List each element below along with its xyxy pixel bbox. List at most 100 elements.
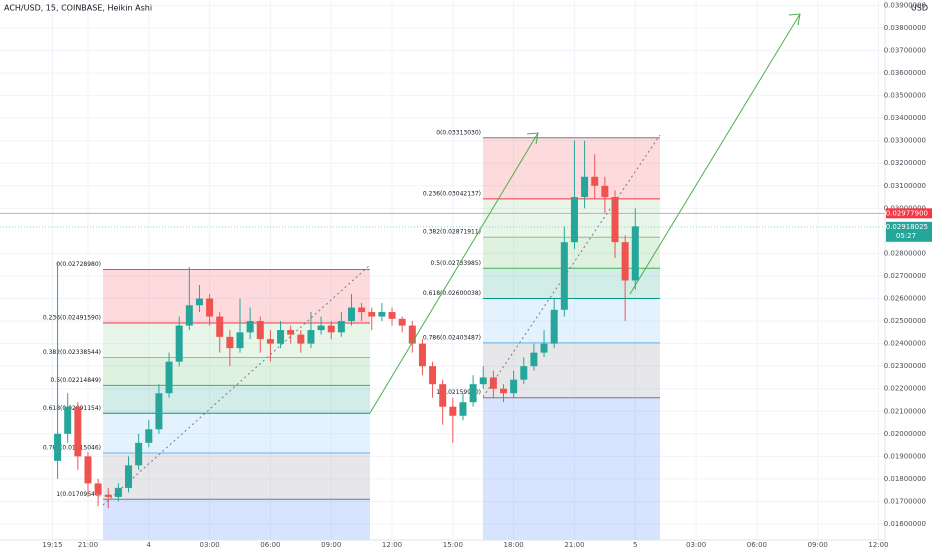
candle-body <box>358 307 366 313</box>
x-tick-label: 15:00 <box>443 541 463 549</box>
fib-label: 0.786(0.01915046) <box>43 444 101 451</box>
fib-label: 0.5(0.02733985) <box>431 260 482 267</box>
y-tick-label: 0.03600000 <box>884 69 926 77</box>
candle-body <box>479 377 487 385</box>
y-tick-label: 0.03100000 <box>884 182 926 190</box>
candle-body <box>429 366 437 385</box>
candle-body <box>206 298 214 317</box>
y-tick-label: 0.02000000 <box>884 430 926 438</box>
candle-body <box>591 176 599 186</box>
x-tick-label: 06:00 <box>747 541 767 549</box>
y-tick-label: 0.02300000 <box>884 362 926 370</box>
candle-body <box>236 332 244 349</box>
candle-body <box>307 330 315 344</box>
fib-label: 0.618(0.02600038) <box>423 290 481 297</box>
candle-body <box>459 402 467 416</box>
fib-label: 0.236(0.02491590) <box>43 314 101 321</box>
fib-zone <box>103 385 370 414</box>
candle-body <box>489 377 497 389</box>
candle-body <box>94 483 102 495</box>
fib-zone <box>103 452 370 500</box>
candle-body <box>631 226 639 281</box>
x-tick-label: 5 <box>633 541 637 549</box>
candle-body <box>327 325 335 333</box>
x-tick-label: 03:00 <box>686 541 706 549</box>
price-tag <box>886 208 932 219</box>
candle-body <box>398 318 406 326</box>
candle-body <box>297 334 305 344</box>
chart-title: ACH/USD, 15, COINBASE, Heikin Ashi <box>4 4 152 13</box>
candle-body <box>114 487 122 497</box>
candle-body <box>74 406 82 457</box>
arrow-line <box>369 132 539 414</box>
candle-body <box>54 433 62 461</box>
candle-body <box>530 352 538 367</box>
candle-body <box>165 361 173 394</box>
candle-body <box>337 321 345 333</box>
currency: USD <box>911 4 928 13</box>
candle-body <box>185 305 193 326</box>
y-tick-label: 0.03400000 <box>884 114 926 122</box>
fib-zone <box>483 397 660 540</box>
candle-body <box>581 176 589 198</box>
candle-body <box>510 379 518 394</box>
fib-label: 0.5(0.02214849) <box>51 377 102 384</box>
arrow-head <box>526 132 539 145</box>
y-tick-label: 0.03200000 <box>884 159 926 167</box>
y-tick-label: 0.02400000 <box>884 340 926 348</box>
candle-body <box>135 442 143 466</box>
x-tick-label: 09:00 <box>321 541 341 549</box>
candle-body <box>378 312 386 317</box>
candle-body <box>84 456 92 484</box>
fib-label: 0(0.02728980) <box>56 261 101 268</box>
y-tick-label: 0.02500000 <box>884 317 926 325</box>
y-tick-label: 0.01800000 <box>884 475 926 483</box>
price-tag-label: 0.02977900 <box>886 209 928 217</box>
y-tick-label: 0.03800000 <box>884 24 926 32</box>
candle-body <box>266 339 274 344</box>
candle-body <box>469 384 477 403</box>
candle-body <box>611 197 619 243</box>
x-tick-label: 12:00 <box>868 541 888 549</box>
fib-label: 0.236(0.03042137) <box>423 190 481 197</box>
candle-body <box>540 343 548 353</box>
x-tick-label: 06:00 <box>260 541 280 549</box>
candle-body <box>175 325 183 362</box>
y-tick-label: 0.03700000 <box>884 47 926 55</box>
candle-body <box>601 185 609 198</box>
y-tick-label: 0.02800000 <box>884 249 926 257</box>
fib-zone <box>483 137 660 199</box>
x-tick-label: 12:00 <box>382 541 402 549</box>
candle-body <box>256 321 264 340</box>
fib-zone <box>103 499 370 540</box>
x-tick-label: 18:00 <box>504 541 524 549</box>
y-tick-label: 0.02100000 <box>884 407 926 415</box>
fib-label: 0.382(0.02871911) <box>423 229 481 236</box>
y-tick-label: 0.01900000 <box>884 452 926 460</box>
x-tick-label: 21:00 <box>78 541 98 549</box>
candle-body <box>520 366 528 380</box>
drawings <box>102 13 801 506</box>
fib-label: 0.382(0.02338544) <box>43 349 101 356</box>
candle-body <box>125 465 133 488</box>
candle-body <box>368 312 376 317</box>
grid <box>0 0 885 540</box>
fib-label: 1(0.02159940) <box>436 389 481 396</box>
candle-body <box>277 330 285 344</box>
fib-zone <box>103 357 370 386</box>
fib-label: 0.618(0.02091154) <box>43 405 101 412</box>
price-tag-label: 0.02918025 <box>886 223 928 231</box>
candle-body <box>418 343 426 367</box>
y-tick-label: 0.01600000 <box>884 520 926 528</box>
y-tick-label: 0.02200000 <box>884 385 926 393</box>
fib-label: 1(0.01709640) <box>56 491 101 498</box>
candle-body <box>621 242 629 281</box>
fib-zone <box>483 298 660 343</box>
arrow-head <box>788 13 801 26</box>
y-tick-label: 0.02700000 <box>884 272 926 280</box>
candle-body <box>500 388 508 394</box>
candle-body <box>195 298 203 306</box>
countdown: 05:27 <box>896 232 916 240</box>
candle-body <box>550 309 558 344</box>
arrow-line <box>629 13 801 295</box>
